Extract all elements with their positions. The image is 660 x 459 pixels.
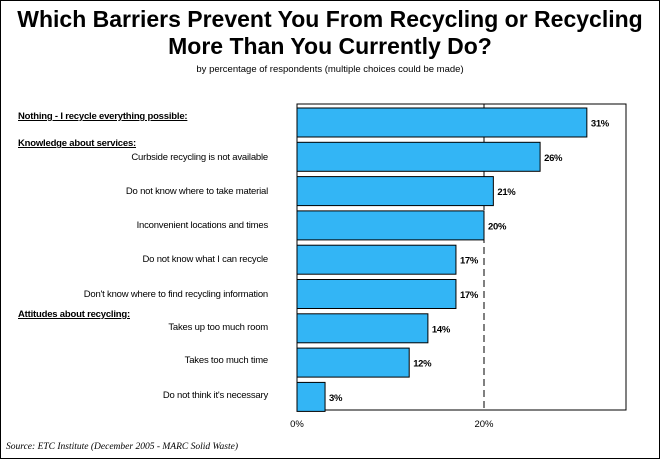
data-label-8: 12% [413, 359, 432, 370]
data-label-1: 31% [591, 119, 610, 130]
row-label-what-recycle: Do not know what I can recycle [142, 254, 269, 265]
section-label-knowledge: Knowledge about services: [18, 138, 137, 149]
source-note: Source: ETC Institute (December 2005 - M… [6, 442, 239, 452]
data-label-6: 17% [460, 290, 479, 301]
bar-9 [296, 381, 326, 412]
section-label-nothing: Nothing - I recycle everything possible: [18, 111, 188, 122]
x-tick-label-20: 20% [474, 419, 494, 430]
bar-5 [296, 244, 457, 275]
row-label-room: Takes up too much room [168, 322, 268, 333]
section-label-attitudes: Attitudes about recycling: [18, 309, 130, 320]
row-label-curbside: Curbside recycling is not available [131, 152, 268, 163]
row-label-necessary: Do not think it's necessary [162, 390, 268, 401]
bar-3 [296, 176, 494, 207]
chart-title: Which Barriers Prevent You From Recyclin… [17, 6, 643, 59]
data-label-3: 21% [497, 187, 516, 198]
row-label-where-take: Do not know where to take material [125, 186, 268, 197]
data-label-7: 14% [432, 324, 451, 335]
bar-6 [296, 279, 457, 309]
row-label-find-info: Don't know where to find recycling infor… [83, 289, 268, 300]
data-label-2: 26% [544, 153, 563, 164]
x-tick-label-0: 0% [290, 419, 304, 430]
bar-2 [296, 141, 541, 172]
bar-1 [296, 107, 588, 138]
data-label-5: 17% [460, 256, 479, 267]
bar-8 [296, 347, 410, 378]
data-label-9: 3% [329, 393, 343, 404]
chart-subtitle: by percentage of respondents (multiple c… [196, 64, 464, 75]
data-label-4: 20% [488, 221, 507, 232]
row-label-time: Takes too much time [184, 355, 269, 366]
bar-4 [296, 210, 485, 241]
bar-7 [296, 313, 429, 344]
row-label-inconvenient: Inconvenient locations and times [136, 220, 269, 231]
